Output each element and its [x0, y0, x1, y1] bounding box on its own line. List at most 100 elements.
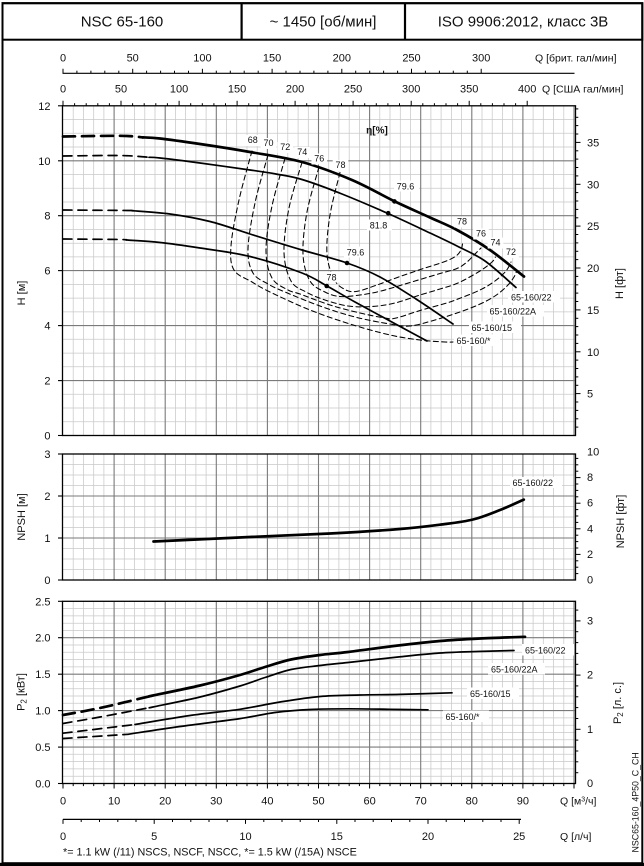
svg-text:12: 12 — [38, 101, 50, 113]
svg-text:10: 10 — [239, 831, 251, 843]
svg-text:5: 5 — [587, 389, 593, 401]
svg-text:1: 1 — [587, 724, 593, 736]
svg-text:20: 20 — [587, 263, 599, 275]
svg-text:72: 72 — [506, 247, 516, 257]
svg-text:5: 5 — [151, 831, 157, 843]
svg-text:0: 0 — [44, 431, 50, 443]
svg-text:30: 30 — [587, 179, 599, 191]
svg-text:100: 100 — [170, 84, 188, 96]
svg-text:68: 68 — [248, 135, 258, 145]
svg-text:65-160/22A: 65-160/22A — [491, 665, 538, 675]
svg-text:200: 200 — [286, 84, 304, 96]
svg-text:~ 1450 [об/мин]: ~ 1450 [об/мин] — [270, 14, 377, 31]
svg-text:NSC 65-160: NSC 65-160 — [81, 14, 164, 31]
svg-text:NSC65-160_4P50_C_CH: NSC65-160_4P50_C_CH — [631, 752, 641, 852]
svg-text:40: 40 — [261, 796, 273, 808]
svg-text:0: 0 — [587, 778, 593, 790]
svg-text:0: 0 — [60, 796, 66, 808]
svg-text:3: 3 — [587, 615, 593, 627]
svg-text:1: 1 — [44, 533, 50, 545]
svg-text:10: 10 — [587, 447, 599, 459]
svg-text:76: 76 — [476, 229, 486, 239]
svg-text:35: 35 — [587, 137, 599, 149]
svg-text:Q [брит. гал/мин]: Q [брит. гал/мин] — [535, 53, 617, 65]
svg-text:6: 6 — [44, 266, 50, 278]
svg-text:100: 100 — [193, 53, 211, 65]
svg-text:74: 74 — [297, 147, 307, 157]
svg-text:65-160/15: 65-160/15 — [472, 323, 513, 333]
svg-text:3: 3 — [44, 449, 50, 461]
svg-text:65-160/22: 65-160/22 — [525, 646, 566, 656]
svg-text:NPSH [м]: NPSH [м] — [16, 493, 28, 540]
svg-text:200: 200 — [333, 53, 351, 65]
svg-text:150: 150 — [263, 53, 281, 65]
svg-text:8: 8 — [587, 472, 593, 484]
svg-text:0.5: 0.5 — [35, 742, 50, 754]
svg-text:81.8: 81.8 — [370, 221, 388, 231]
svg-text:50: 50 — [115, 84, 127, 96]
svg-text:15: 15 — [331, 831, 343, 843]
svg-text:350: 350 — [460, 84, 478, 96]
svg-text:P2 [кВт]: P2 [кВт] — [16, 673, 29, 711]
svg-text:60: 60 — [363, 796, 375, 808]
svg-text:η[%]: η[%] — [366, 126, 388, 137]
svg-text:79.6: 79.6 — [347, 248, 365, 258]
svg-text:2: 2 — [587, 549, 593, 561]
svg-text:2.0: 2.0 — [35, 633, 50, 645]
svg-text:0.0: 0.0 — [35, 779, 50, 791]
svg-text:25: 25 — [513, 831, 525, 843]
svg-text:NPSH [фт]: NPSH [фт] — [615, 495, 627, 549]
svg-text:0: 0 — [60, 831, 66, 843]
svg-text:1.0: 1.0 — [35, 706, 50, 718]
svg-text:65-160/22: 65-160/22 — [511, 293, 552, 303]
svg-text:65-160/22: 65-160/22 — [513, 478, 554, 488]
svg-text:25: 25 — [587, 221, 599, 233]
svg-text:30: 30 — [210, 796, 222, 808]
svg-text:0: 0 — [60, 53, 66, 65]
svg-text:0: 0 — [587, 575, 593, 587]
svg-text:78: 78 — [335, 160, 345, 170]
svg-text:20: 20 — [422, 831, 434, 843]
svg-text:250: 250 — [344, 84, 362, 96]
svg-text:ISO 9906:2012, класс 3В: ISO 9906:2012, класс 3В — [438, 14, 609, 31]
svg-text:78: 78 — [326, 273, 336, 283]
svg-text:*= 1.1 kW (/11) NSCS, NSCF, NS: *= 1.1 kW (/11) NSCS, NSCF, NSCC, *= 1.5… — [63, 847, 357, 859]
svg-text:2: 2 — [44, 491, 50, 503]
svg-text:P2 [л. с.]: P2 [л. с.] — [612, 682, 625, 724]
svg-text:6: 6 — [587, 498, 593, 510]
svg-text:2: 2 — [44, 376, 50, 388]
svg-text:4: 4 — [587, 523, 593, 535]
svg-text:Q [л/ч]: Q [л/ч] — [560, 831, 592, 843]
svg-text:50: 50 — [127, 53, 139, 65]
svg-text:150: 150 — [228, 84, 246, 96]
svg-text:65-160/*: 65-160/* — [446, 712, 481, 722]
svg-text:2: 2 — [587, 670, 593, 682]
svg-text:10: 10 — [587, 347, 599, 359]
svg-text:50: 50 — [312, 796, 324, 808]
svg-text:79.6: 79.6 — [397, 182, 415, 192]
svg-text:20: 20 — [159, 796, 171, 808]
svg-text:15: 15 — [587, 305, 599, 317]
svg-text:1.5: 1.5 — [35, 669, 50, 681]
svg-text:2.5: 2.5 — [35, 596, 50, 608]
svg-text:65-160/15: 65-160/15 — [470, 689, 511, 699]
svg-text:78: 78 — [457, 217, 467, 227]
svg-text:0: 0 — [60, 84, 66, 96]
svg-text:Q [США гал/мин]: Q [США гал/мин] — [542, 84, 623, 96]
svg-text:90: 90 — [517, 796, 529, 808]
svg-text:Q [м3/ч]: Q [м3/ч] — [560, 796, 597, 808]
svg-text:10: 10 — [108, 796, 120, 808]
svg-text:65-160/*: 65-160/* — [457, 336, 492, 346]
svg-text:70: 70 — [415, 796, 427, 808]
svg-text:10: 10 — [38, 156, 50, 168]
svg-text:300: 300 — [402, 84, 420, 96]
svg-text:250: 250 — [402, 53, 420, 65]
svg-text:300: 300 — [472, 53, 490, 65]
svg-text:400: 400 — [518, 84, 536, 96]
svg-text:Н [фт]: Н [фт] — [614, 268, 626, 299]
svg-text:76: 76 — [314, 154, 324, 164]
svg-text:8: 8 — [44, 211, 50, 223]
svg-text:72: 72 — [280, 142, 290, 152]
svg-text:80: 80 — [466, 796, 478, 808]
svg-text:4: 4 — [44, 321, 50, 333]
